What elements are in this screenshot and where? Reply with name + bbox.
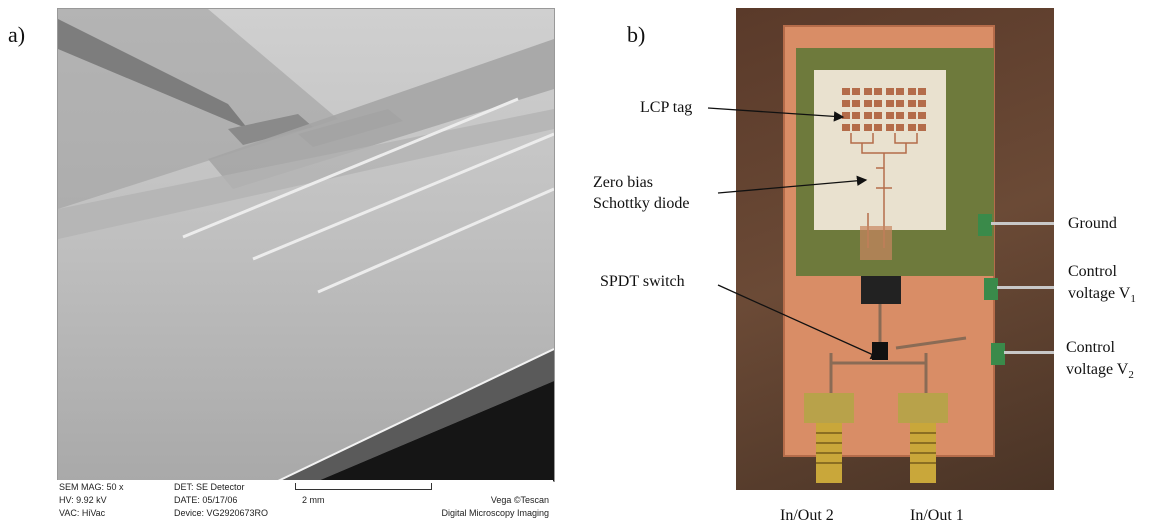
callout-spdt: SPDT switch bbox=[600, 273, 685, 290]
callout-inout1: In/Out 1 bbox=[910, 507, 964, 524]
sem-info-bar: SEM MAG: 50 x HV: 9.92 kV VAC: HiVac DET… bbox=[57, 480, 553, 522]
sem-scale-text: 2 mm bbox=[302, 495, 325, 505]
sem-device-text: Device: VG2920673RO bbox=[174, 508, 269, 518]
callout-cv1-line1: Control bbox=[1068, 263, 1117, 280]
arrow-diode bbox=[717, 175, 868, 194]
circuit-photo bbox=[736, 8, 1054, 490]
sem-scale-bar bbox=[295, 483, 432, 490]
panel-a-label: a) bbox=[8, 22, 26, 47]
sem-vac-text: VAC: HiVac bbox=[59, 508, 106, 518]
arrow-lcp-tag bbox=[707, 107, 845, 122]
callout-diode-line1: Zero bias bbox=[593, 174, 653, 191]
callout-diode-line2: Schottky diode bbox=[593, 195, 690, 212]
callout-cv1-line2: voltage V1 bbox=[1068, 285, 1136, 306]
sem-brand-text: Vega ©Tescan bbox=[490, 495, 549, 505]
sem-brand-sub-text: Digital Microscopy Imaging bbox=[441, 508, 549, 518]
callout-inout2: In/Out 2 bbox=[780, 507, 834, 524]
arrow-spdt bbox=[717, 284, 882, 360]
panel-b-label: b) bbox=[627, 22, 646, 47]
callout-lcp-tag: LCP tag bbox=[640, 99, 693, 116]
sem-mag-text: SEM MAG: 50 x bbox=[59, 482, 124, 492]
sem-micrograph bbox=[58, 9, 554, 481]
sem-det-text: DET: SE Detector bbox=[174, 482, 245, 492]
sem-hv-text: HV: 9.92 kV bbox=[59, 495, 107, 505]
callout-cv2-line1: Control bbox=[1066, 339, 1115, 356]
sem-date-text: DATE: 05/17/06 bbox=[174, 495, 238, 505]
circuit-board-drawing bbox=[783, 25, 1054, 483]
callout-cv2-line2: voltage V2 bbox=[1066, 361, 1134, 382]
sem-image bbox=[57, 8, 555, 482]
callout-ground: Ground bbox=[1068, 215, 1117, 232]
